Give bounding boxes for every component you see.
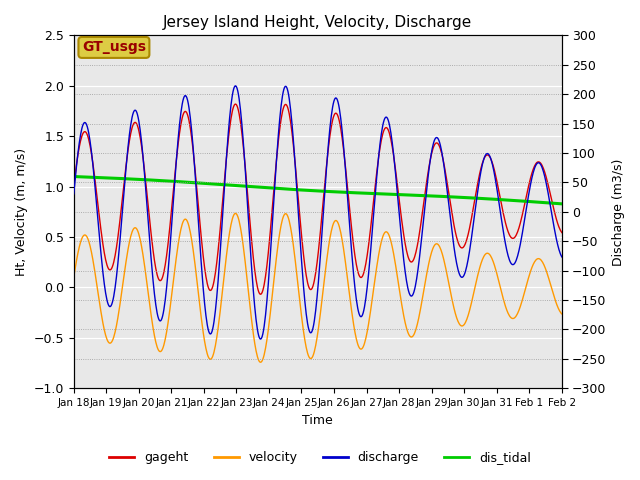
Legend: gageht, velocity, discharge, dis_tidal: gageht, velocity, discharge, dis_tidal — [104, 446, 536, 469]
Y-axis label: Discharge (m3/s): Discharge (m3/s) — [612, 158, 625, 265]
Y-axis label: Ht, Velocity (m, m/s): Ht, Velocity (m, m/s) — [15, 148, 28, 276]
Text: GT_usgs: GT_usgs — [82, 40, 146, 54]
X-axis label: Time: Time — [302, 414, 333, 427]
Title: Jersey Island Height, Velocity, Discharge: Jersey Island Height, Velocity, Discharg… — [163, 15, 472, 30]
